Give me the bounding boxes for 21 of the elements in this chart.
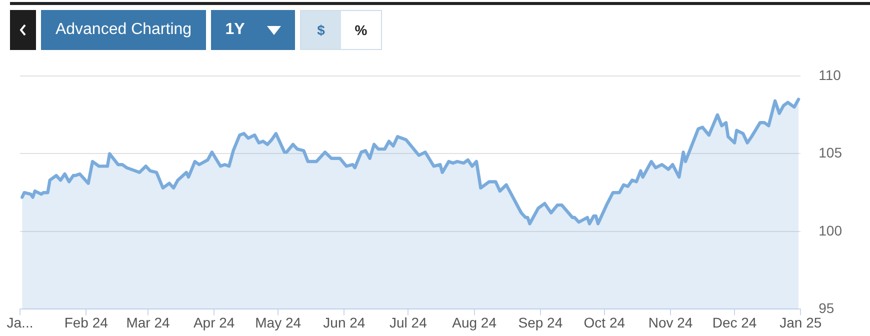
x-tick-label: Nov 24 bbox=[648, 314, 693, 330]
y-tick-label: 105 bbox=[818, 144, 842, 161]
x-tick-label: May 24 bbox=[255, 314, 302, 330]
y-tick-label: 100 bbox=[818, 222, 842, 238]
x-tick-label: Dec 24 bbox=[712, 314, 757, 330]
x-tick-label: Oct 24 bbox=[584, 314, 626, 330]
text: 1Y bbox=[225, 21, 245, 39]
y-tick-label: 110 bbox=[818, 66, 842, 83]
x-tick-label: Jun 24 bbox=[323, 314, 366, 330]
x-tick-label: Apr 24 bbox=[193, 314, 235, 330]
text: $ bbox=[301, 11, 341, 49]
x-tick-label: Mar 24 bbox=[126, 314, 170, 330]
x-tick-label: Ja... bbox=[6, 314, 34, 330]
x-tick-label: Aug 24 bbox=[452, 314, 497, 330]
y-tick-label: 95 bbox=[818, 300, 834, 316]
x-tick-label: Feb 24 bbox=[64, 314, 108, 330]
x-tick-label: Jan 25 bbox=[780, 314, 822, 330]
x-tick-label: Jul 24 bbox=[390, 314, 428, 330]
text: Advanced Charting bbox=[41, 10, 206, 50]
x-tick-label: Sep 24 bbox=[518, 314, 563, 330]
text: % bbox=[341, 11, 381, 49]
